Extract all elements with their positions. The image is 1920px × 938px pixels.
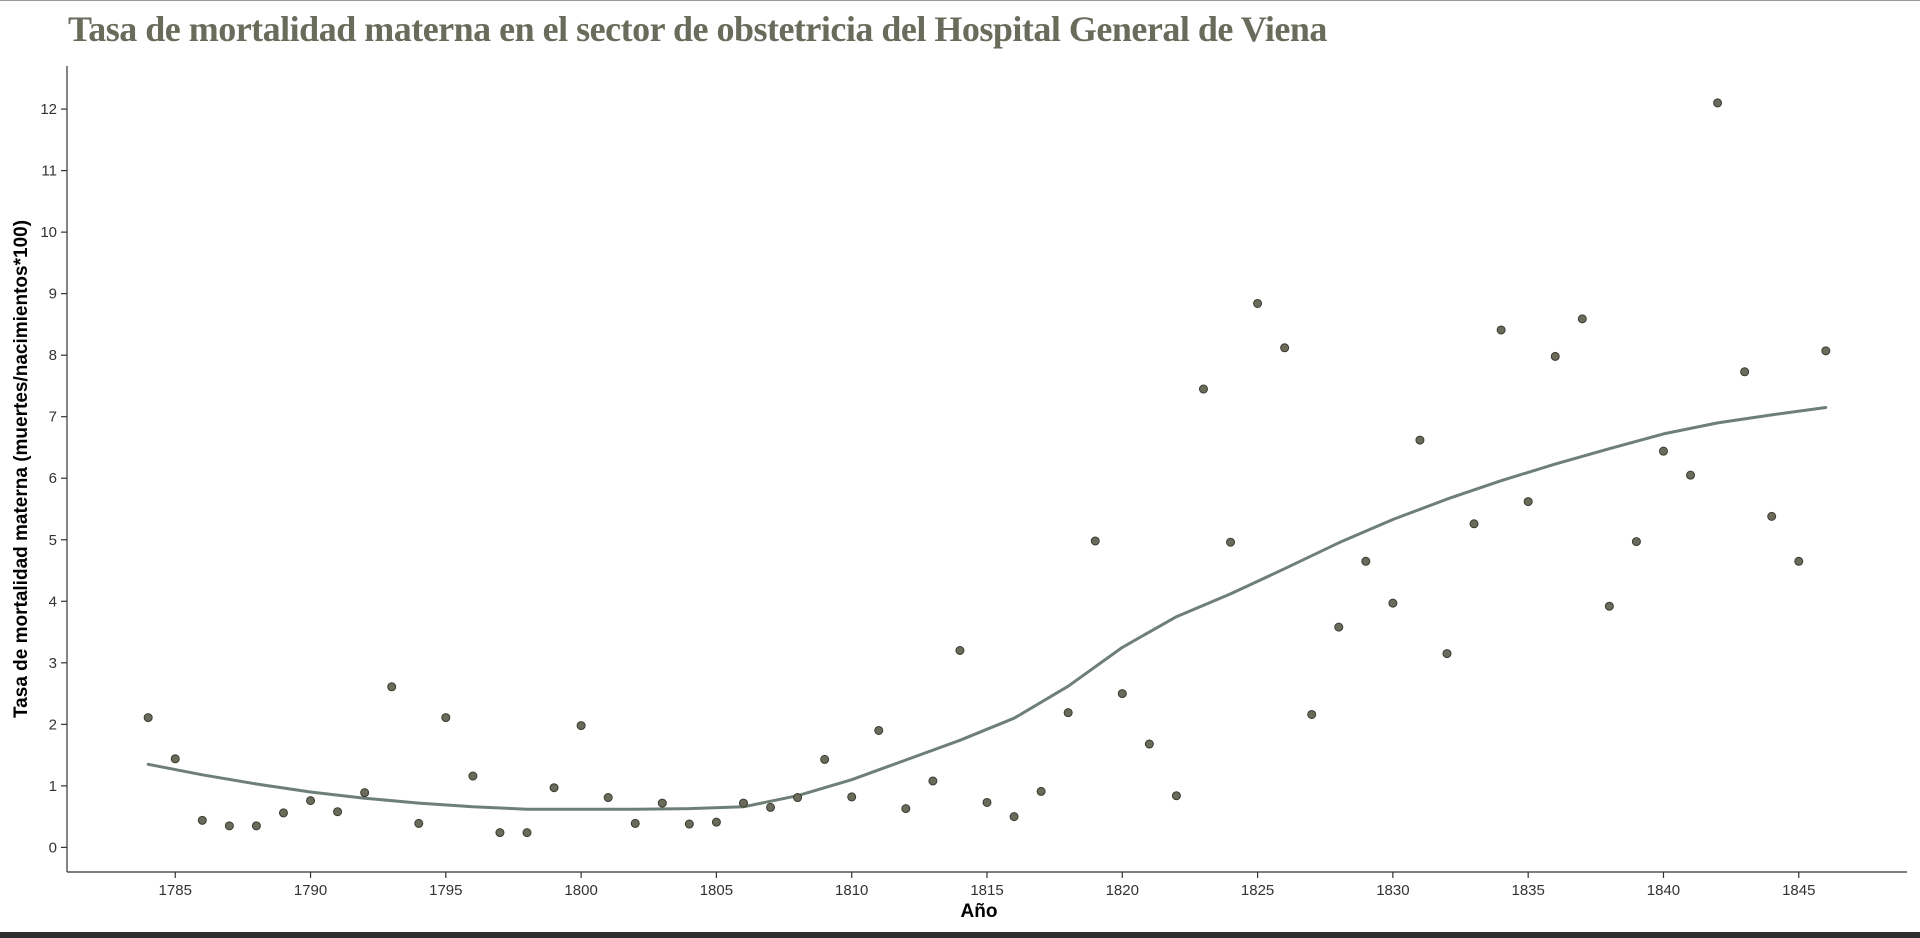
data-point — [1713, 98, 1723, 108]
y-axis-title: Tasa de mortalidad materna (muertes/naci… — [11, 220, 32, 718]
data-point — [1469, 519, 1479, 529]
data-point — [576, 721, 586, 731]
data-point — [1767, 511, 1777, 521]
data-point — [1063, 708, 1073, 718]
data-point — [1009, 812, 1019, 822]
data-point — [360, 788, 370, 798]
data-point — [1794, 556, 1804, 566]
data-point — [684, 819, 694, 829]
data-point — [1686, 470, 1696, 480]
y-tick-label: 5 — [49, 532, 57, 549]
data-point — [982, 797, 992, 807]
data-point — [170, 754, 180, 764]
data-point — [847, 792, 857, 802]
x-tick-label: 1845 — [1782, 882, 1815, 899]
data-point — [928, 776, 938, 786]
data-point — [522, 828, 532, 838]
data-point — [1117, 689, 1127, 699]
smooth-trend-line — [146, 406, 1828, 811]
data-point — [1577, 314, 1587, 324]
data-point — [549, 783, 559, 793]
data-point — [820, 754, 830, 764]
x-tick-label: 1815 — [970, 882, 1003, 899]
data-point — [603, 793, 613, 803]
data-point — [1523, 497, 1533, 507]
data-point — [1334, 622, 1344, 632]
data-point — [657, 798, 667, 808]
data-point — [495, 828, 505, 838]
data-point — [1631, 537, 1641, 547]
y-tick-label: 8 — [49, 347, 57, 364]
y-tick-label: 7 — [49, 409, 57, 426]
y-tick-label: 1 — [49, 778, 57, 795]
data-point — [630, 818, 640, 828]
data-point — [1253, 298, 1263, 308]
y-tick-label: 0 — [49, 839, 57, 856]
data-point — [1442, 649, 1452, 659]
data-point — [955, 646, 965, 656]
data-point — [1090, 536, 1100, 546]
data-point — [874, 725, 884, 735]
y-tick-label: 11 — [41, 163, 57, 180]
chart-title: Tasa de mortalidad materna en el sector … — [68, 9, 1327, 49]
data-point — [1415, 435, 1425, 445]
y-tick-label: 10 — [40, 224, 57, 241]
data-point — [1361, 556, 1371, 566]
data-point — [738, 798, 748, 808]
data-point — [1198, 384, 1208, 394]
data-point — [711, 817, 721, 827]
x-tick-label: 1795 — [429, 882, 462, 899]
data-point — [387, 682, 397, 692]
data-point — [1171, 791, 1181, 801]
data-point — [197, 815, 207, 825]
data-point — [1821, 346, 1831, 356]
data-point — [1036, 786, 1046, 796]
x-tick-label: 1785 — [159, 882, 192, 899]
data-point — [333, 807, 343, 817]
y-tick-label: 12 — [40, 101, 57, 118]
top-border — [0, 0, 1920, 1]
y-tick-label: 6 — [49, 470, 57, 487]
data-point — [766, 802, 776, 812]
x-tick-label: 1805 — [700, 882, 733, 899]
data-point — [441, 713, 451, 723]
x-tick-label: 1790 — [294, 882, 327, 899]
data-point — [306, 796, 316, 806]
x-tick-label: 1835 — [1511, 882, 1544, 899]
data-point — [1550, 351, 1560, 361]
data-point — [1496, 325, 1506, 335]
data-point — [251, 821, 261, 831]
x-tick-label: 1810 — [835, 882, 868, 899]
data-point — [224, 821, 234, 831]
data-point — [793, 793, 803, 803]
data-point — [1307, 709, 1317, 719]
x-axis-title: Año — [961, 901, 998, 922]
data-point — [1740, 367, 1750, 377]
data-point — [1226, 537, 1236, 547]
y-tick-label: 3 — [49, 655, 57, 672]
data-point — [1280, 343, 1290, 353]
y-tick-label: 9 — [49, 286, 57, 303]
x-tick-label: 1840 — [1647, 882, 1680, 899]
y-tick-label: 2 — [49, 716, 57, 733]
x-tick-label: 1825 — [1241, 882, 1274, 899]
taskbar-strip — [0, 932, 1920, 938]
data-point — [1388, 598, 1398, 608]
x-tick-label: 1800 — [564, 882, 597, 899]
data-point — [414, 818, 424, 828]
data-point — [143, 713, 153, 723]
data-point — [468, 771, 478, 781]
x-tick-label: 1830 — [1376, 882, 1409, 899]
x-tick-label: 1820 — [1106, 882, 1139, 899]
data-point — [1604, 601, 1614, 611]
data-point — [1658, 446, 1668, 456]
data-point — [1144, 739, 1154, 749]
data-point — [278, 808, 288, 818]
y-tick-label: 4 — [49, 593, 57, 610]
data-point — [901, 804, 911, 814]
